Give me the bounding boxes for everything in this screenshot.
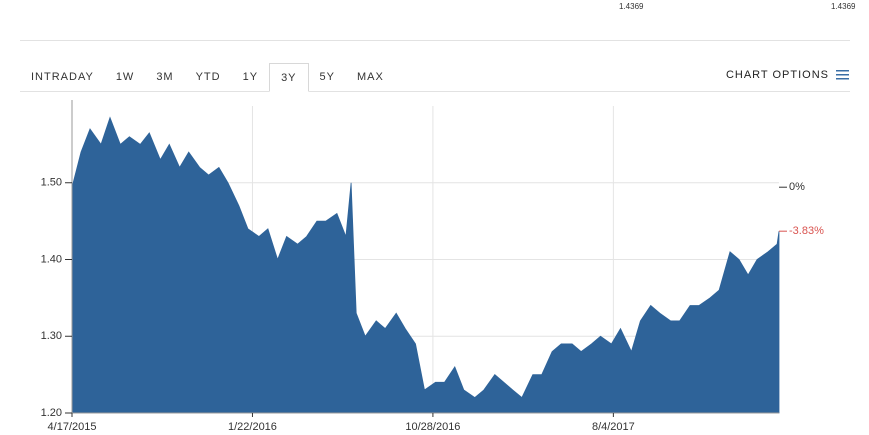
x-tick-label: 8/4/2017 (592, 421, 635, 433)
tab[interactable]: YTD (195, 71, 221, 83)
divider (20, 91, 850, 92)
divider (20, 40, 850, 41)
x-tick-label: 4/17/2015 (48, 421, 97, 433)
annotation-label: 0% (789, 181, 805, 193)
area (71, 116, 780, 414)
tab[interactable]: 5Y (319, 71, 335, 83)
chart-options[interactable]: CHART OPTIONS (726, 63, 849, 87)
menu-icon[interactable] (836, 70, 849, 80)
tab[interactable]: INTRADAY (31, 71, 94, 83)
tab[interactable]: MAX (357, 71, 384, 83)
y-tick-label: 1.20 (41, 407, 62, 419)
tab[interactable]: 1Y (242, 71, 259, 83)
tab[interactable]: 3Y (269, 63, 309, 92)
y-tick-label: 1.30 (41, 330, 62, 342)
tab[interactable]: 3M (156, 71, 174, 83)
tab-bar: INTRADAY 1W 3M YTD 1Y 3Y 5Y MAX (20, 63, 395, 92)
x-tick-label: 1/22/2016 (228, 421, 277, 433)
x-tick-label: 10/28/2016 (405, 421, 460, 433)
quote: 1.4369 (619, 2, 644, 11)
y-tick-label: 1.50 (41, 177, 62, 189)
annotation-label: -3.83% (789, 225, 824, 237)
chart-options-label[interactable]: CHART OPTIONS (725, 69, 829, 81)
quote: 1.4369 (831, 2, 856, 11)
tab[interactable]: 1W (115, 71, 135, 83)
y-tick-label: 1.40 (41, 253, 62, 265)
